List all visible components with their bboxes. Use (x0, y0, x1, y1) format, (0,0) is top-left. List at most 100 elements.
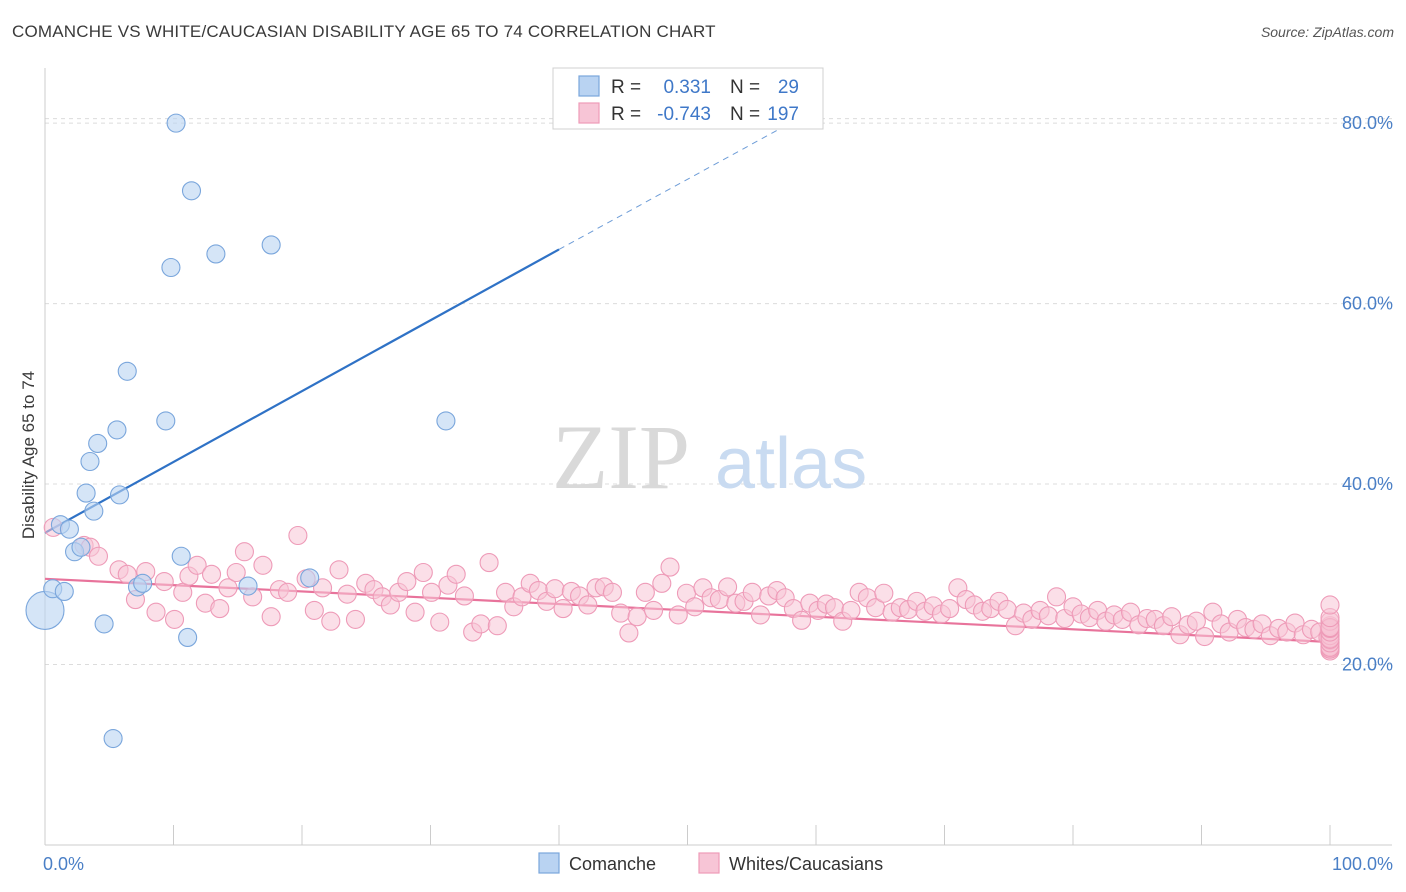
comanche-point (54, 581, 74, 601)
comanche-point (94, 614, 114, 634)
comanche-point (171, 546, 191, 566)
comanche-point (88, 433, 108, 454)
white-caucasian-point (146, 602, 166, 622)
white-caucasian-point (304, 600, 324, 620)
x-tick-label: 0.0% (43, 854, 84, 874)
white-caucasian-point (226, 562, 246, 583)
white-caucasian-point (329, 560, 349, 580)
white-caucasian-point (635, 582, 655, 602)
data-points (25, 113, 1340, 749)
white-caucasian-point (742, 582, 762, 602)
comanche-point (166, 113, 186, 133)
source-label: Source: ZipAtlas.com (1260, 24, 1394, 40)
white-caucasian-point (345, 609, 366, 629)
white-caucasian-point (321, 611, 341, 631)
white-caucasian-point (792, 610, 812, 630)
y-axis-label: Disability Age 65 to 74 (19, 371, 38, 539)
legend-swatch-whites (578, 102, 600, 124)
white-caucasian-point (874, 583, 894, 603)
y-tick-label: 20.0% (1342, 655, 1393, 675)
comanche-point (261, 235, 281, 255)
white-caucasian-point (660, 557, 680, 577)
watermark-zip: ZIP (552, 406, 690, 508)
white-caucasian-point (718, 577, 738, 597)
y-tick-label: 80.0% (1342, 113, 1393, 133)
legend-r-label-2: R = (611, 104, 641, 125)
legend-r-value-1: 0.331 (663, 77, 711, 98)
axes (44, 68, 1392, 846)
white-caucasian-point (602, 582, 623, 602)
white-caucasian-point (261, 607, 281, 627)
white-caucasian-point (685, 597, 705, 617)
white-caucasian-point (940, 599, 960, 619)
comanche-point (181, 181, 202, 201)
y-tick-labels: 20.0% 40.0% 60.0% 80.0% (1342, 113, 1393, 674)
white-caucasian-point (750, 605, 771, 625)
x-tick-label: 100.0% (1332, 854, 1393, 874)
white-caucasian-point (479, 553, 499, 573)
legend-r-value-2: -0.743 (657, 104, 711, 125)
bottom-legend-swatch-comanche (538, 852, 560, 874)
white-caucasian-point (611, 603, 631, 623)
white-caucasian-point (1038, 606, 1058, 626)
white-caucasian-point (313, 578, 333, 598)
white-caucasian-point (253, 555, 273, 575)
white-caucasian-point (154, 571, 174, 592)
white-caucasian-point (278, 582, 298, 602)
white-caucasian-point (337, 584, 357, 604)
white-caucasian-point (88, 546, 109, 566)
white-caucasian-point (201, 564, 222, 584)
comanche-point (71, 537, 91, 557)
bottom-legend-comanche: Comanche (569, 854, 656, 874)
bottom-legend-whites: Whites/Caucasians (729, 854, 883, 874)
comanche-point (156, 411, 176, 431)
white-caucasian-point (1162, 607, 1182, 627)
comanche-trend-line (44, 248, 560, 534)
comanche-point (103, 728, 123, 749)
legend-n-value-2: 197 (767, 104, 799, 125)
white-caucasian-point (173, 582, 193, 602)
white-caucasian-point (421, 582, 442, 602)
white-caucasian-point (1047, 587, 1067, 607)
white-caucasian-point (668, 605, 688, 625)
legend-n-value-1: 29 (778, 77, 799, 98)
series-legend: Comanche Whites/Caucasians (538, 852, 883, 874)
comanche-trend-extension (558, 122, 791, 250)
comanche-point (206, 244, 226, 264)
legend-n-label-2: N = (730, 104, 760, 125)
chart-title: COMANCHE VS WHITE/CAUCASIAN DISABILITY A… (12, 22, 716, 41)
white-caucasian-point (619, 623, 639, 643)
comanche-point (133, 573, 153, 593)
white-caucasian-point (627, 607, 647, 627)
legend-swatch-comanche (578, 75, 600, 97)
white-caucasian-point (1320, 595, 1340, 615)
correlation-legend: R = 0.331 N = 29 R = -0.743 N = 197 (552, 67, 824, 130)
comanche-point (80, 451, 100, 472)
white-caucasian-point (430, 612, 450, 632)
comanche-point (59, 519, 79, 539)
white-caucasian-point (1186, 611, 1206, 631)
y-tick-label: 40.0% (1342, 474, 1393, 494)
white-caucasian-point (446, 564, 466, 584)
comanche-point (76, 483, 96, 503)
y-tick-label: 60.0% (1342, 294, 1393, 314)
white-caucasian-point (164, 609, 185, 629)
white-caucasian-point (117, 564, 137, 584)
white-caucasian-point (578, 595, 598, 615)
white-caucasian-point (471, 614, 491, 634)
white-caucasian-point (487, 616, 507, 636)
white-caucasian-point (405, 602, 425, 622)
white-caucasian-point (218, 578, 238, 598)
white-caucasian-point (644, 600, 664, 620)
white-caucasian-point (545, 579, 565, 599)
comanche-point (117, 361, 137, 381)
white-caucasian-point (210, 599, 230, 619)
white-caucasian-point (841, 600, 861, 620)
white-caucasian-point (397, 571, 417, 592)
white-caucasian-point (997, 599, 1017, 620)
comanche-point (161, 257, 181, 278)
comanche-point (178, 627, 198, 648)
comanche-point (107, 420, 127, 440)
white-caucasian-point (454, 586, 474, 606)
